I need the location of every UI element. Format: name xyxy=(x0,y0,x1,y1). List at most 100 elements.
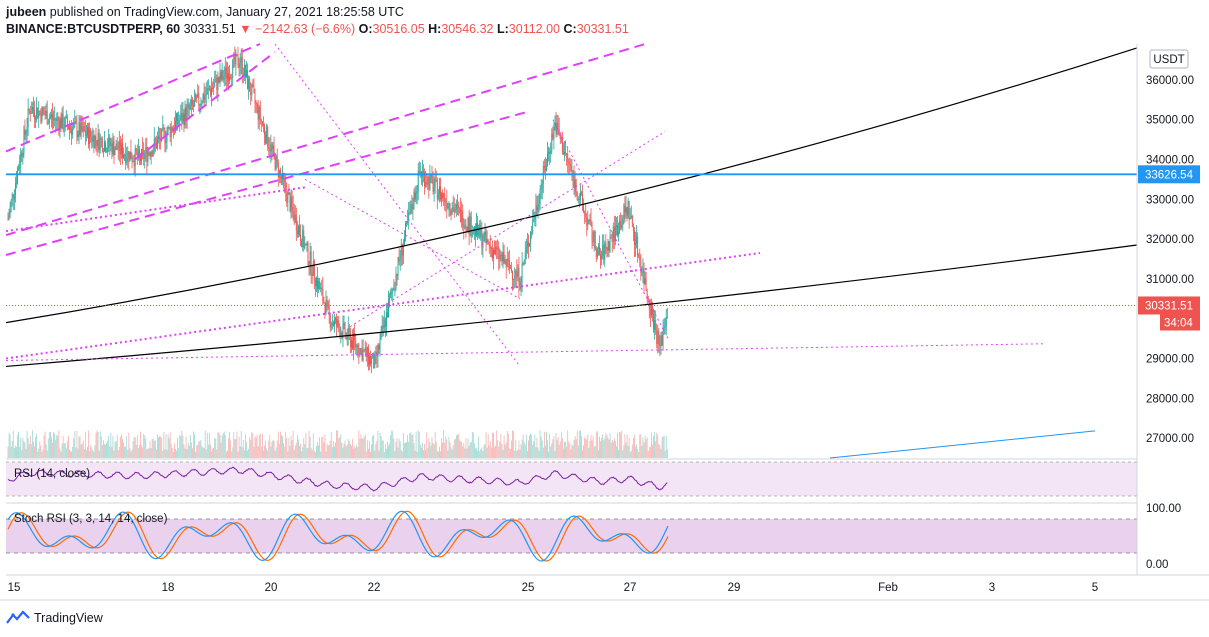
volume-bar xyxy=(42,449,44,458)
candle-body xyxy=(75,121,77,124)
candle-body xyxy=(52,114,53,120)
candle-body xyxy=(391,291,393,293)
open-label: O: xyxy=(358,22,373,36)
candle-body xyxy=(575,179,577,193)
candle-body xyxy=(149,153,151,157)
volume-bar xyxy=(334,446,335,458)
volume-bar xyxy=(112,435,114,458)
volume-bar xyxy=(116,434,118,458)
candle-body xyxy=(534,217,536,220)
candle-body xyxy=(548,151,550,154)
candle-body xyxy=(460,208,462,223)
candle-body xyxy=(289,194,291,212)
candle-body xyxy=(53,118,55,120)
volume-bar xyxy=(221,435,223,458)
volume-bar xyxy=(603,440,605,458)
candle-body xyxy=(599,246,600,255)
candle-body xyxy=(419,171,421,175)
candle-body xyxy=(40,112,42,122)
volume-bar xyxy=(240,430,242,458)
candle-body xyxy=(136,153,138,159)
volume-bar xyxy=(450,447,452,458)
rsi-label[interactable]: RSI (14, close) xyxy=(14,468,90,480)
volume-bar xyxy=(442,442,443,458)
candle-body xyxy=(372,353,374,359)
volume-bar xyxy=(313,450,315,458)
brand-name[interactable]: TradingView xyxy=(34,611,103,625)
candle-body xyxy=(491,247,493,258)
candle-body xyxy=(222,70,224,80)
candle-body xyxy=(435,178,437,180)
price-tick-label: 35000.00 xyxy=(1146,115,1194,127)
tradingview-logo-icon[interactable] xyxy=(6,610,30,626)
volume-bar xyxy=(160,436,162,458)
volume-bar xyxy=(184,448,186,458)
stoch-rsi-label[interactable]: Stoch RSI (3, 3, 14, 14, close) xyxy=(14,513,168,525)
volume-bar xyxy=(270,446,272,458)
candle-body xyxy=(385,312,387,327)
volume-bar xyxy=(520,444,522,458)
candle-body xyxy=(239,63,241,68)
candle-body xyxy=(13,194,15,199)
volume-bar xyxy=(268,440,270,458)
volume-bar xyxy=(465,438,467,458)
candle-body xyxy=(249,78,251,92)
candle-body xyxy=(247,70,249,89)
candle-body xyxy=(140,155,141,162)
volume-bar xyxy=(69,449,70,458)
candle-body xyxy=(330,324,332,328)
volume-bar xyxy=(649,447,651,458)
volume-bar xyxy=(245,434,246,458)
candle-body xyxy=(120,143,122,155)
volume-bar xyxy=(110,432,112,458)
candle-body xyxy=(380,330,382,339)
candle-body xyxy=(169,127,171,137)
candle-body xyxy=(536,205,538,210)
volume-bar xyxy=(435,441,437,458)
volume-bar xyxy=(458,433,459,458)
candle-body xyxy=(82,126,84,132)
candle-body xyxy=(137,149,139,159)
candle-body xyxy=(127,151,129,159)
candle-body xyxy=(157,139,158,149)
volume-bar xyxy=(99,431,101,458)
volume-bar xyxy=(232,447,234,458)
symbol-label[interactable]: BINANCE:BTCUSDTPERP, 60 xyxy=(6,22,181,36)
time-axis[interactable]: 15 18 20 22 25 27 29 Feb 3 5 xyxy=(0,574,1209,601)
candle-body xyxy=(543,165,545,169)
author-name[interactable]: jubeen xyxy=(6,5,47,19)
volume-bar xyxy=(361,438,363,458)
volume-bar xyxy=(298,439,299,458)
volume-bar xyxy=(179,435,181,458)
candle-body xyxy=(216,77,218,91)
candle-body xyxy=(589,219,591,221)
candle-body xyxy=(170,127,172,137)
volume-bar xyxy=(37,451,39,458)
volume-bar xyxy=(75,447,77,458)
candle-body xyxy=(132,161,134,163)
candle-body xyxy=(449,203,451,211)
volume-bar xyxy=(83,448,85,458)
volume-bar xyxy=(537,447,539,458)
volume-bar xyxy=(601,437,602,458)
volume-bar xyxy=(172,451,174,458)
candle-body xyxy=(459,207,461,209)
close-label: C: xyxy=(563,22,577,36)
volume-bar xyxy=(556,439,558,458)
candle-body xyxy=(85,135,87,137)
candle-body xyxy=(453,206,455,212)
volume-bar xyxy=(660,448,662,458)
volume-bar xyxy=(662,436,664,458)
volume-bar xyxy=(357,446,359,458)
candle-body xyxy=(341,332,343,338)
volume-bar xyxy=(269,435,271,458)
candle-body xyxy=(196,94,198,98)
candle-body xyxy=(269,148,271,152)
base-dotted xyxy=(5,343,1046,361)
candle-body xyxy=(101,139,103,152)
price-axis[interactable]: USDT 36000.00 35000.00 34000.00 33000.00 3200… xyxy=(1136,44,1200,575)
volume-bar xyxy=(555,433,557,458)
volume-bar xyxy=(237,451,239,458)
candle-body xyxy=(591,224,593,242)
